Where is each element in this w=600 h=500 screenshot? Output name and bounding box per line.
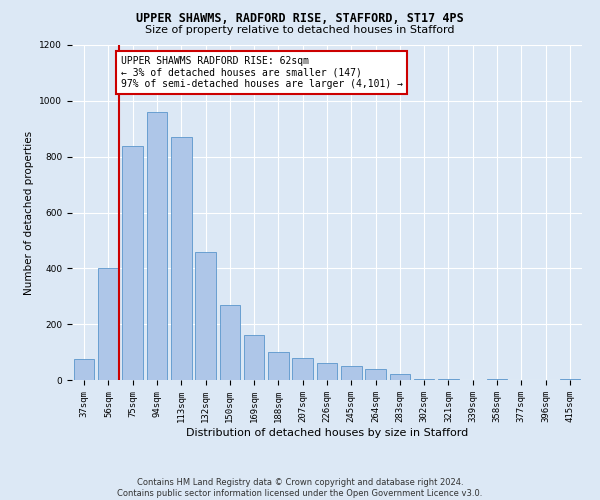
Bar bbox=[195, 252, 216, 380]
Bar bbox=[389, 374, 410, 380]
Bar bbox=[220, 304, 240, 380]
Bar bbox=[171, 137, 191, 380]
Bar bbox=[414, 378, 434, 380]
Text: UPPER SHAWMS RADFORD RISE: 62sqm
← 3% of detached houses are smaller (147)
97% o: UPPER SHAWMS RADFORD RISE: 62sqm ← 3% of… bbox=[121, 56, 403, 90]
X-axis label: Distribution of detached houses by size in Stafford: Distribution of detached houses by size … bbox=[186, 428, 468, 438]
Text: Contains HM Land Registry data © Crown copyright and database right 2024.
Contai: Contains HM Land Registry data © Crown c… bbox=[118, 478, 482, 498]
Bar bbox=[98, 268, 119, 380]
Bar bbox=[244, 336, 265, 380]
Bar bbox=[292, 358, 313, 380]
Text: UPPER SHAWMS, RADFORD RISE, STAFFORD, ST17 4PS: UPPER SHAWMS, RADFORD RISE, STAFFORD, ST… bbox=[136, 12, 464, 26]
Bar bbox=[122, 146, 143, 380]
Bar bbox=[74, 359, 94, 380]
Bar bbox=[365, 369, 386, 380]
Bar bbox=[560, 378, 580, 380]
Y-axis label: Number of detached properties: Number of detached properties bbox=[24, 130, 34, 294]
Bar bbox=[146, 112, 167, 380]
Bar bbox=[317, 363, 337, 380]
Bar bbox=[438, 378, 459, 380]
Bar bbox=[268, 352, 289, 380]
Bar bbox=[487, 378, 508, 380]
Bar bbox=[341, 366, 362, 380]
Text: Size of property relative to detached houses in Stafford: Size of property relative to detached ho… bbox=[145, 25, 455, 35]
